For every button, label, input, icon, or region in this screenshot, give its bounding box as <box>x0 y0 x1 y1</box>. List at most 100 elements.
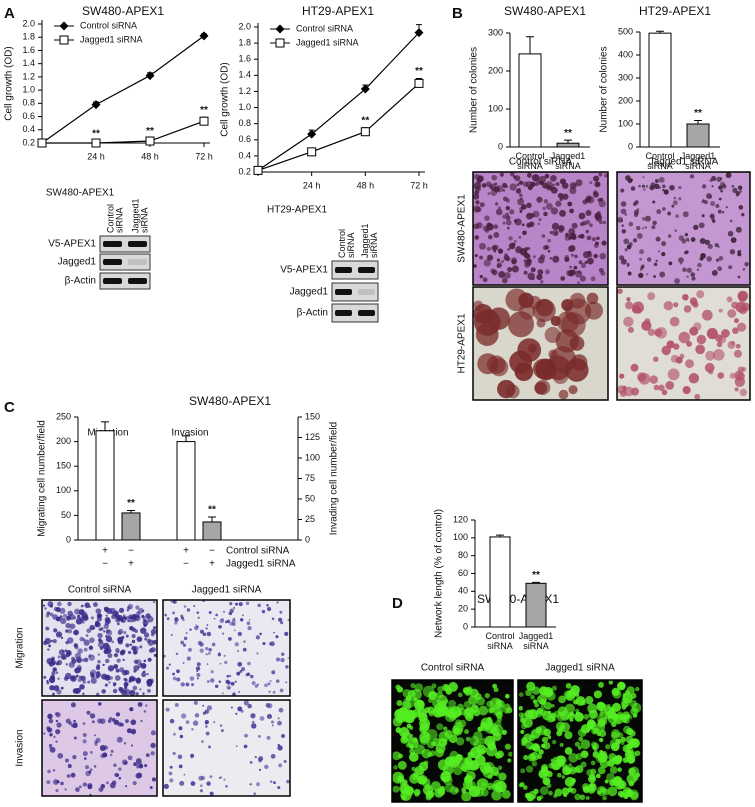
micrograph-cell <box>550 174 557 182</box>
micrograph-cell <box>476 778 489 791</box>
micrograph-cell <box>267 703 273 709</box>
micrograph-cell <box>473 303 493 324</box>
micrograph-cell <box>569 187 577 195</box>
y-tick-label: 125 <box>305 432 320 442</box>
micrograph-cell <box>396 699 403 707</box>
micrograph-cell <box>105 658 110 664</box>
micrograph-cell <box>229 674 232 678</box>
micrograph-cell <box>205 627 208 630</box>
micrograph-cell <box>205 653 208 656</box>
micrograph-cell <box>113 664 119 669</box>
micrograph-cell <box>461 765 468 772</box>
micrograph-cell <box>64 758 69 763</box>
micrograph-cell <box>266 713 272 719</box>
micrograph-cell <box>570 777 576 784</box>
micrograph-cell <box>590 276 596 282</box>
micrograph-cell <box>102 642 110 650</box>
chart-title: SW480-APEX1 <box>504 4 586 18</box>
micrograph-cell <box>94 743 98 746</box>
micrograph-cell <box>567 245 575 253</box>
micrograph-cell <box>100 788 103 791</box>
blot-strip <box>99 272 151 290</box>
y-tick-label: 1.2 <box>238 86 251 96</box>
micrograph-cell <box>667 234 672 238</box>
micrograph-cell <box>636 225 641 231</box>
micrograph-cell <box>173 600 177 604</box>
micrograph-cell <box>564 235 571 241</box>
y-axis-label: Invading cell number/field <box>329 422 340 535</box>
significance-label: ** <box>694 108 702 119</box>
micrograph-cell <box>503 255 510 261</box>
micrograph-frame <box>41 699 158 797</box>
micrograph-cell <box>739 189 743 193</box>
blot-band <box>358 289 375 295</box>
condition-sign: + <box>102 546 108 557</box>
micrograph-cell <box>667 211 672 216</box>
micrograph-cell <box>103 630 106 633</box>
micrograph-cell <box>731 184 735 188</box>
micrograph-cell <box>597 210 601 215</box>
micrograph-cell <box>131 744 134 747</box>
micrograph-cell <box>649 375 658 384</box>
micrograph-cell <box>75 787 80 793</box>
micrograph-cell <box>715 204 720 209</box>
micrograph-cell <box>74 608 81 615</box>
x-tick-label: Jagged1 siRNA <box>681 151 716 171</box>
micrograph-cell <box>696 290 705 299</box>
micrograph-cell <box>178 726 183 731</box>
micrograph-cell <box>525 765 534 773</box>
micrograph-cell <box>442 726 448 731</box>
micrograph-cell <box>714 242 719 248</box>
image-row-label: SW480-APEX1 <box>457 194 468 263</box>
micrograph-cell <box>593 243 599 249</box>
micrograph-cell <box>169 765 173 769</box>
micrograph-cell <box>532 210 540 218</box>
micrograph-cell <box>652 356 659 363</box>
micrograph-cell <box>266 735 271 740</box>
micrograph-cell <box>554 788 563 797</box>
micrograph-cell <box>280 733 286 739</box>
micrograph-cell <box>508 236 513 241</box>
micrograph-cell <box>599 252 607 260</box>
micrograph-cell <box>541 768 550 777</box>
micrograph-cell <box>556 311 579 333</box>
micrograph-cell <box>97 660 101 664</box>
significance-label: ** <box>208 505 216 516</box>
micrograph-cell <box>121 635 125 640</box>
legend-label: Control siRNA <box>80 20 137 30</box>
micrograph-cell <box>217 653 222 657</box>
micrograph-cell <box>701 184 707 189</box>
micrograph-cell <box>510 172 515 177</box>
micrograph-cell <box>94 621 101 627</box>
micrograph-cell <box>234 629 236 632</box>
micrograph-cell <box>518 692 524 697</box>
micrograph-cell <box>518 705 523 711</box>
micrograph-cell <box>267 682 271 686</box>
micrograph-cell <box>221 692 224 695</box>
micrograph-cell <box>518 187 521 191</box>
micrograph-cell <box>609 766 618 774</box>
micrograph-cell <box>251 723 257 729</box>
micrograph-cell <box>115 668 120 673</box>
micrograph-cell <box>169 718 175 724</box>
micrograph-cell <box>571 253 575 257</box>
micrograph-cell <box>243 700 249 706</box>
micrograph-cell <box>588 709 598 720</box>
micrograph-cell <box>108 716 113 721</box>
micrograph-cell <box>276 601 279 604</box>
micrograph-cell <box>654 328 663 337</box>
micrograph-cell <box>598 737 604 743</box>
micrograph-cell <box>93 602 98 607</box>
micrograph-cell <box>172 611 175 615</box>
micrograph-cell <box>682 267 687 273</box>
micrograph-cell <box>143 659 147 663</box>
micrograph-cell <box>464 729 470 735</box>
micrograph-cell <box>644 318 651 325</box>
micrograph-cell <box>57 677 60 680</box>
micrograph-cell <box>432 698 442 708</box>
micrograph-cell <box>678 185 682 190</box>
micrograph-cell <box>444 783 455 793</box>
micrograph-cell <box>621 229 626 234</box>
micrograph-cell <box>606 704 611 709</box>
micrograph <box>162 699 291 797</box>
